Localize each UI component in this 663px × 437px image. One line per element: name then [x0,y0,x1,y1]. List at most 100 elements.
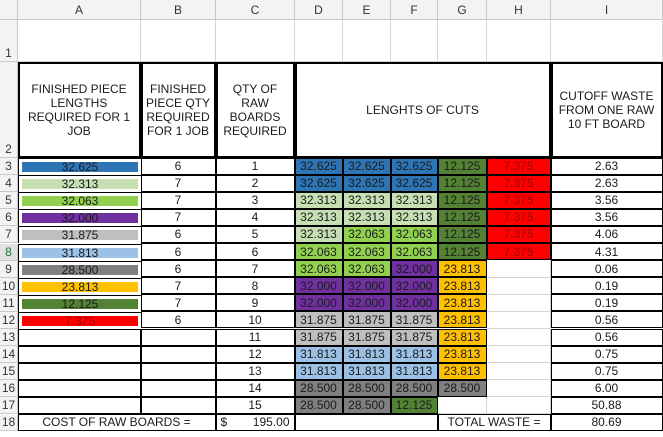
waste: 4.06 [550,225,663,243]
empty-cell [343,20,391,62]
row-number: 6 [0,209,18,227]
cut-length: 32.063 [294,260,343,278]
empty-cell [17,362,141,380]
cost-label: COST OF RAW BOARDS = [17,414,216,431]
cut-length: 31.813 [390,345,438,363]
empty-cell [487,346,551,364]
piece-qty: 7 [140,174,216,192]
cut-length: 32.000 [390,294,438,312]
waste-label: TOTAL WASTE = [437,414,551,431]
cut-length: 12.125 [437,208,487,226]
row-number: 11 [0,294,18,312]
empty-cell [487,294,551,312]
piece-qty: 7 [140,208,216,226]
cut-length: 28.500 [390,379,438,397]
row-number: 4 [0,175,18,193]
row-number: 17 [0,397,18,415]
cut-length: 32.063 [390,243,438,261]
cut-length: 31.875 [294,328,343,346]
empty-cell [391,20,438,62]
cut-length: 32.313 [294,208,343,226]
cut-length: 23.813 [437,345,487,363]
cut-length: 32.000 [342,294,391,312]
cut-length: 32.313 [390,191,438,209]
cut-length: 32.625 [342,157,391,175]
piece-qty: 6 [140,225,216,243]
column-header: G [438,0,487,20]
cut-length: 31.813 [342,362,391,380]
row-number: 9 [0,260,18,278]
piece-qty: 6 [140,157,216,175]
cut-length: 32.000 [294,277,343,295]
piece-qty: 7 [140,191,216,209]
row-number: 18 [0,414,18,431]
cut-length: 31.813 [294,362,343,380]
cut-length: 32.063 [342,225,391,243]
cut-length: 31.875 [342,311,391,329]
column-header: C [216,0,295,20]
row-number: 1 [0,20,18,62]
board-qty: 13 [215,362,295,380]
empty-cell [216,20,295,62]
cut-length: 23.813 [437,362,487,380]
cut-length: 32.063 [342,243,391,261]
piece-length: 23.813 [18,277,141,295]
empty-cell [17,396,141,414]
row-number: 16 [0,380,18,398]
board-qty: 10 [215,311,295,329]
column-header: A [18,0,141,20]
cost-cell: $195.00 [215,414,295,431]
cut-length: 32.625 [294,174,343,192]
cut-length: 32.063 [342,260,391,278]
empty-cell [17,379,141,397]
board-qty: 14 [215,379,295,397]
piece-qty: 6 [140,243,216,261]
waste: 0.75 [550,345,663,363]
board-qty: 12 [215,345,295,363]
cut-length: 23.813 [437,260,487,278]
waste: 6.00 [550,379,663,397]
cut-length: 32.000 [390,260,438,278]
board-qty: 9 [215,294,295,312]
piece-qty: 6 [140,311,216,329]
cost: 195.00 [252,415,290,430]
row-number: 13 [0,329,18,347]
cut-length: 12.125 [437,157,487,175]
row-number: 12 [0,311,18,329]
cut-length: 12.125 [437,225,487,243]
piece-qty: 7 [140,294,216,312]
cut-length: 32.000 [342,277,391,295]
total-waste: 80.69 [550,414,663,431]
column-header: I [551,0,663,20]
piece-length: 28.500 [18,260,141,278]
cut-length: 7.375 [486,191,551,209]
empty-cell [140,362,216,380]
corner [0,0,18,20]
column-title: QTY OF RAW BOARDS REQUIRED [215,61,295,158]
cut-length: 32.625 [294,157,343,175]
waste: 0.56 [550,328,663,346]
column-header: B [141,0,216,20]
board-qty: 7 [215,260,295,278]
waste: 0.56 [550,311,663,329]
cut-length: 28.500 [294,396,343,414]
waste: 0.19 [550,294,663,312]
column-title: LENGHTS OF CUTS [294,61,551,158]
empty-cell [487,329,551,347]
cut-length: 32.625 [390,157,438,175]
empty-cell [487,277,551,295]
cut-length: 31.813 [390,362,438,380]
board-qty: 5 [215,225,295,243]
cut-length: 28.500 [437,379,487,397]
cut-length: 32.625 [390,174,438,192]
cut-length: 23.813 [437,277,487,295]
cut-length: 32.313 [294,225,343,243]
cut-length: 12.125 [437,191,487,209]
cut-length: 7.375 [486,208,551,226]
waste: 0.19 [550,277,663,295]
empty-cell [487,20,551,62]
piece-length: 12.125 [18,294,141,312]
board-qty: 2 [215,174,295,192]
waste: 50.88 [550,396,663,414]
